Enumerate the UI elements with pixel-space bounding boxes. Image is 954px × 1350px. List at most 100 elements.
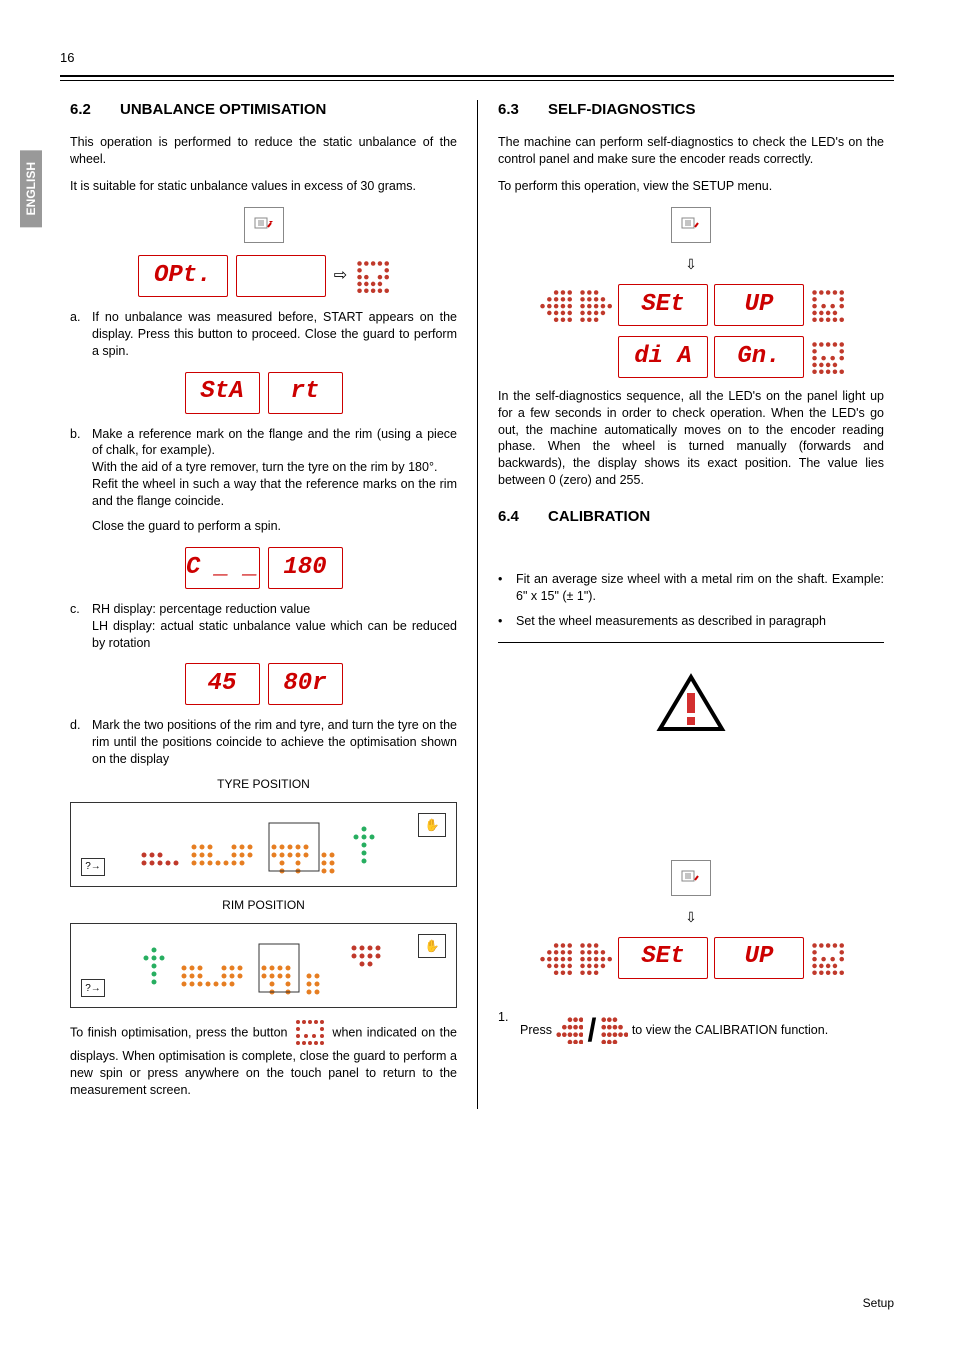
- seg-display: OPt.: [138, 255, 228, 297]
- text: Refit the wheel in such a way that the r…: [92, 477, 457, 508]
- seg-display: di A: [618, 336, 708, 378]
- tyre-position-diagram: ?→ ✋: [70, 802, 457, 887]
- list-body: Mark the two positions of the rim and ty…: [92, 717, 457, 768]
- button-dots-icon: [292, 1018, 328, 1048]
- list-item-d: d. Mark the two positions of the rim and…: [70, 717, 457, 768]
- bullet-body: Set the wheel measurements as described …: [516, 613, 884, 630]
- menu-icon: [244, 207, 284, 243]
- content-columns: 6.2 UNBALANCE OPTIMISATION This operatio…: [60, 100, 894, 1109]
- display-row-sta: StA rt: [70, 372, 457, 414]
- rim-position-label: RIM POSITION: [70, 897, 457, 913]
- list-item-c: c. RH display: percentage reduction valu…: [70, 601, 457, 652]
- menu-icon: [671, 207, 711, 243]
- display-row-opt2: OPt. ⇨: [70, 255, 457, 297]
- seg-display: SEt: [618, 937, 708, 979]
- paragraph: To perform this operation, view the SETU…: [498, 178, 884, 195]
- text: Make a reference mark on the flange and …: [92, 427, 457, 458]
- text: Press: [520, 1023, 552, 1037]
- right-arrow-dots-icon: [600, 1016, 628, 1044]
- heading-title: UNBALANCE OPTIMISATION: [120, 100, 326, 120]
- list-body: Make a reference mark on the flange and …: [92, 426, 457, 510]
- stop-icon: ✋: [418, 813, 446, 837]
- q-indicator: ?→: [81, 979, 105, 997]
- display-row-opt: [70, 207, 457, 243]
- menu-icon-row-2: [498, 860, 884, 896]
- inline-button-group: /: [555, 1009, 628, 1052]
- left-arrow-dots-icon: [538, 940, 572, 976]
- text: To finish optimisation, press the button: [70, 1026, 288, 1040]
- select-dots-icon: [810, 940, 844, 976]
- heading-title: CALIBRATION: [548, 507, 650, 527]
- menu-icon-row: [498, 207, 884, 243]
- list-marker: d.: [70, 717, 92, 768]
- right-arrow-dots-icon: [578, 940, 612, 976]
- bullet-item: • Fit an average size wheel with a metal…: [498, 571, 884, 605]
- bullet-marker: •: [498, 613, 516, 630]
- diag-flow-row: di A Gn.: [498, 336, 884, 378]
- seg-display: StA: [185, 372, 260, 414]
- led-pattern-icon: [124, 936, 404, 996]
- display-row-45-80: 45 80r: [70, 663, 457, 705]
- arrow-right-icon: ⇨: [334, 265, 347, 287]
- seg-display: Gn.: [714, 336, 804, 378]
- menu-icon: [671, 860, 711, 896]
- seg-display-empty: [236, 255, 326, 297]
- paragraph: In the self-diagnostics sequence, all th…: [498, 388, 884, 489]
- heading-6-2: 6.2 UNBALANCE OPTIMISATION: [70, 100, 457, 120]
- seg-display: 45: [185, 663, 260, 705]
- stop-icon: ✋: [418, 934, 446, 958]
- seg-display: rt: [268, 372, 343, 414]
- setup-flow-row: SEt UP: [498, 284, 884, 326]
- list-body: RH display: percentage reduction value L…: [92, 601, 457, 652]
- list-marker: a.: [70, 309, 92, 360]
- display-row-c180: C _ _ 180: [70, 547, 457, 589]
- text: With the aid of a tyre remover, turn the…: [92, 460, 437, 474]
- select-dots-icon: [810, 287, 844, 323]
- q-indicator: ?→: [81, 858, 105, 876]
- led-pattern-icon: [124, 815, 404, 875]
- left-arrow-dots-icon: [555, 1016, 583, 1044]
- select-dots-icon: [810, 339, 844, 375]
- seg-display: C _ _: [185, 547, 260, 589]
- footer-label: Setup: [863, 1296, 894, 1310]
- warning-icon: [498, 673, 884, 738]
- bullet-body: Fit an average size wheel with a metal r…: [516, 571, 884, 605]
- list-item-b: b. Make a reference mark on the flange a…: [70, 426, 457, 510]
- arrow-down-icon: ⇩: [498, 908, 884, 927]
- tyre-position-label: TYRE POSITION: [70, 776, 457, 792]
- heading-number: 6.3: [498, 100, 548, 120]
- list-item-b4: Close the guard to perform a spin.: [70, 518, 457, 535]
- left-arrow-dots-icon: [538, 287, 572, 323]
- list-marker: [70, 518, 92, 535]
- bullet-item: • Set the wheel measurements as describe…: [498, 613, 884, 630]
- heading-6-3: 6.3 SELF-DIAGNOSTICS: [498, 100, 884, 120]
- text: RH display: percentage reduction value: [92, 602, 310, 616]
- paragraph: The machine can perform self-diagnostics…: [498, 134, 884, 168]
- language-tab: ENGLISH: [20, 150, 42, 227]
- seg-display: 80r: [268, 663, 343, 705]
- setup-flow-row-2: SEt UP: [498, 937, 884, 979]
- seg-display: UP: [714, 284, 804, 326]
- seg-display: 180: [268, 547, 343, 589]
- right-column: 6.3 SELF-DIAGNOSTICS The machine can per…: [477, 100, 894, 1109]
- rim-position-diagram: ?→ ✋: [70, 923, 457, 1008]
- heading-number: 6.4: [498, 507, 548, 527]
- text: to view the CALIBRATION function.: [632, 1023, 828, 1037]
- right-arrow-dots-icon: [578, 287, 612, 323]
- list-marker: c.: [70, 601, 92, 652]
- list-marker: b.: [70, 426, 92, 510]
- step-1: 1. Press /: [498, 1009, 884, 1052]
- divider: [498, 642, 884, 643]
- seg-display: SEt: [618, 284, 708, 326]
- text: LH display: actual static unbalance valu…: [92, 619, 457, 650]
- heading-number: 6.2: [70, 100, 120, 120]
- list-body: If no unbalance was measured before, STA…: [92, 309, 457, 360]
- step-marker: 1.: [498, 1009, 520, 1052]
- dot-grid-icon: [355, 258, 389, 294]
- list-body: Close the guard to perform a spin.: [92, 518, 457, 535]
- slash-icon: /: [587, 1009, 596, 1052]
- top-rule: [60, 75, 894, 81]
- heading-6-4: 6.4 CALIBRATION: [498, 507, 884, 527]
- heading-title: SELF-DIAGNOSTICS: [548, 100, 696, 120]
- page-number: 16: [60, 50, 74, 65]
